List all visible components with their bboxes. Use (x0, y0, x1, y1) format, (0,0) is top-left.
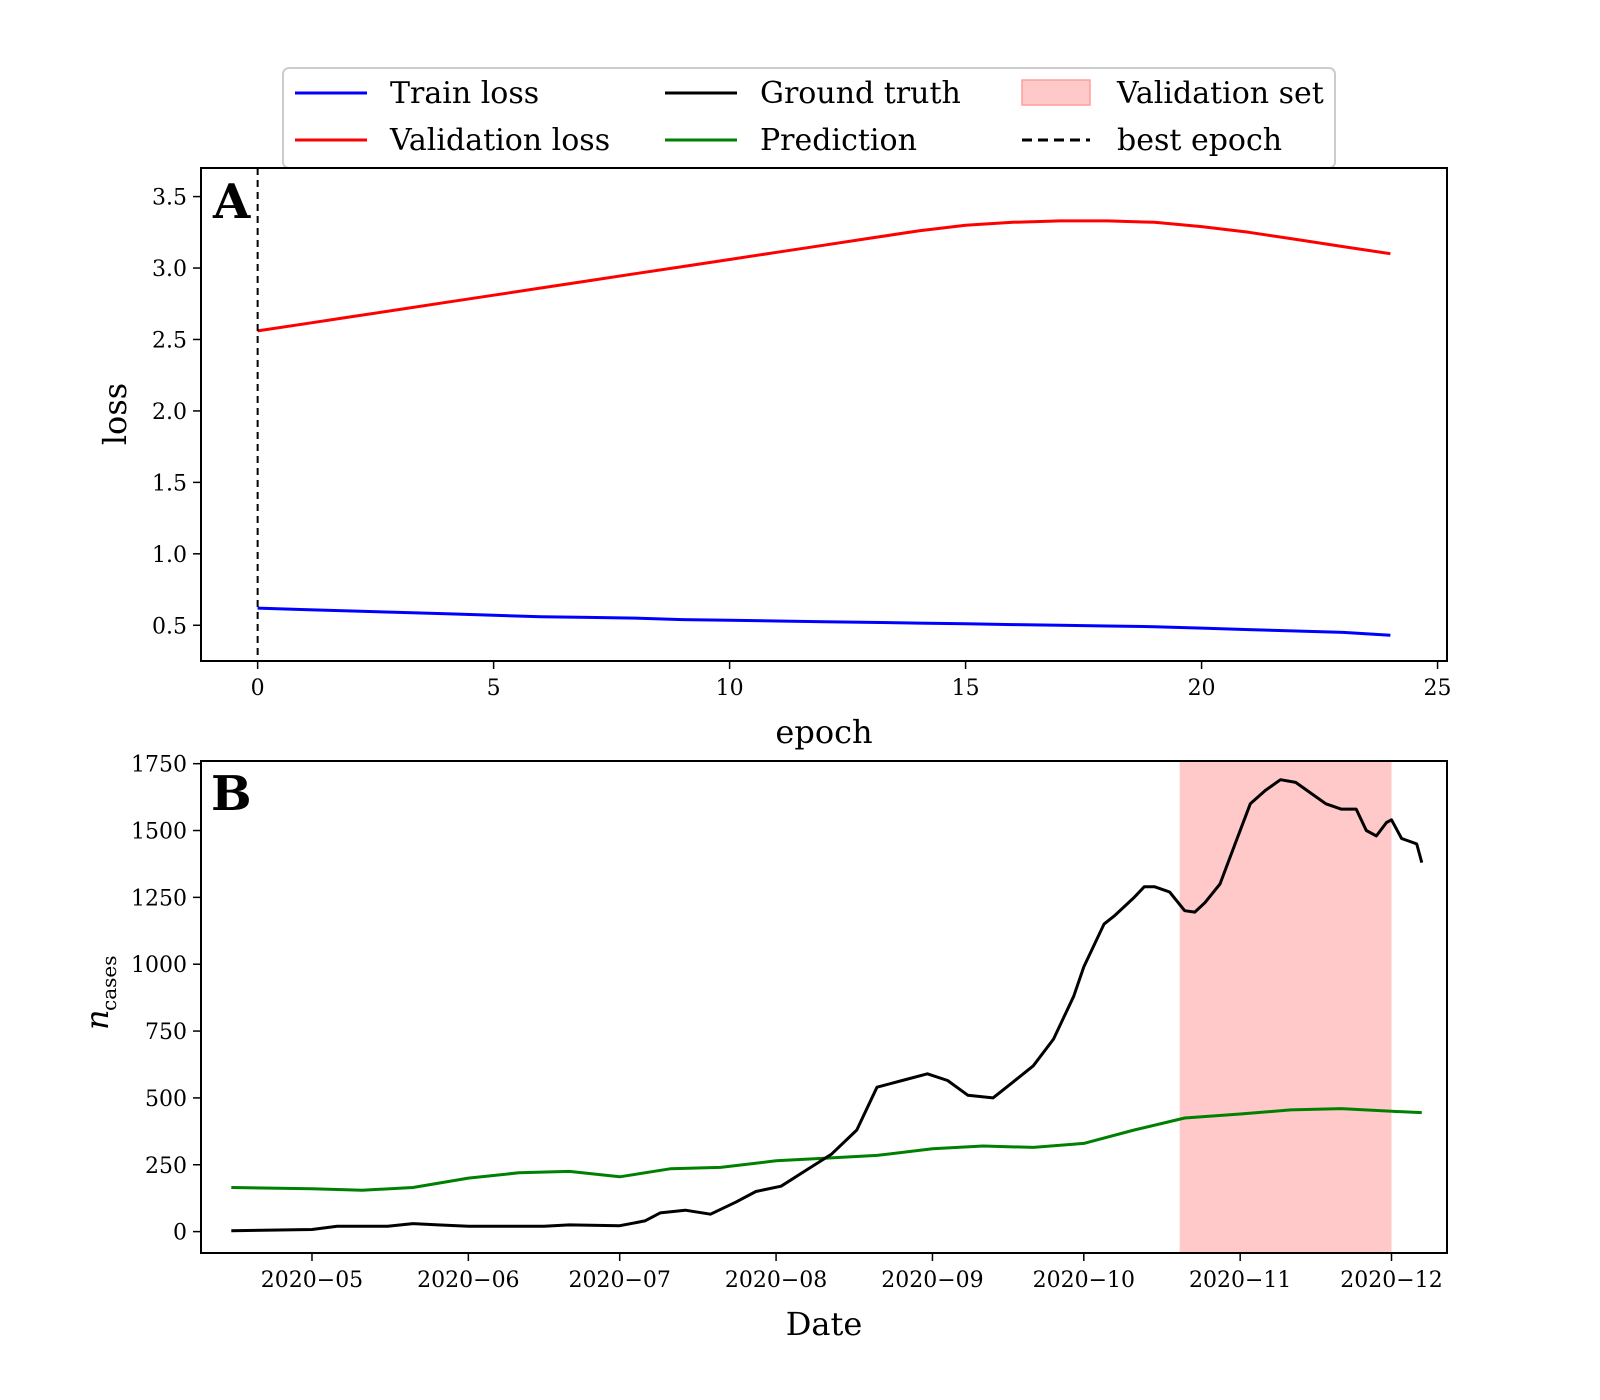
panel-b-xtick-label: 2020−07 (568, 1268, 670, 1293)
panel-a-ytick-label: 3.5 (152, 186, 187, 211)
legend: Train loss Validation loss Ground truth … (282, 67, 1336, 169)
panel-b-ytick-label: 1500 (131, 820, 187, 845)
legend-label-validation-loss: Validation loss (389, 123, 610, 158)
panel-b-xtick-label: 2020−09 (881, 1268, 983, 1293)
legend-label-best-epoch: best epoch (1117, 123, 1282, 158)
panel-a-xtick-label: 10 (716, 676, 744, 701)
panel-a-ticks: 0 5 10 15 20 25 0.5 1.0 1.5 2.0 2.5 3.0 3.5 (152, 186, 1452, 701)
legend-label-prediction: Prediction (760, 123, 917, 158)
panel-a-xtick-label: 0 (251, 676, 265, 701)
panel-b-ylabel-sub: cases (97, 956, 121, 1012)
panel-a-xtick-label: 5 (487, 676, 501, 701)
panel-a-ytick-label: 3.0 (152, 257, 187, 282)
panel-a-ytick-label: 1.0 (152, 543, 187, 568)
panel-a-letter: A (212, 174, 251, 230)
legend-label-train-loss: Train loss (390, 76, 539, 111)
panel-a-xtick-label: 25 (1424, 676, 1452, 701)
panel-a-ytick-label: 0.5 (152, 614, 187, 639)
panel-b-series-prediction (231, 1107, 1422, 1192)
panel-b-letter: B (211, 766, 252, 822)
panel-a-xtick-label: 15 (952, 676, 980, 701)
panel-b-xtick-label: 2020−08 (725, 1268, 827, 1293)
panel-b-ytick-label: 1000 (131, 953, 187, 978)
legend-swatch-validation-set (1021, 79, 1091, 106)
panel-b-xlabel: Date (786, 1305, 863, 1343)
panel-a-series-validation-loss (257, 219, 1391, 333)
panel-b-ytick-label: 1250 (131, 886, 187, 911)
panel-a-ylabel: loss (96, 383, 134, 445)
panel-b-frame (200, 760, 1448, 1254)
panel-b-ytick-label: 250 (145, 1154, 187, 1179)
panel-a-ytick-label: 1.5 (152, 471, 187, 496)
panel-b-ytick-label: 500 (145, 1087, 187, 1112)
legend-label-ground-truth: Ground truth (760, 76, 961, 111)
panel-b-xtick-label: 2020−10 (1033, 1268, 1135, 1293)
panel-b-ylabel-main: n (78, 1009, 116, 1030)
panel-b-ytick-label: 750 (145, 1020, 187, 1045)
panel-a-plot-area (256, 168, 1391, 661)
panel-a-xlabel: epoch (775, 713, 872, 751)
panel-a-ytick-label: 2.0 (152, 400, 187, 425)
panel-b-ytick-label: 1750 (131, 753, 187, 778)
panel-b-xtick-label: 2020−11 (1189, 1268, 1291, 1293)
legend-label-validation-set: Validation set (1116, 76, 1324, 111)
panel-b-series-ground-truth (231, 778, 1424, 1233)
panel-b-xtick-label: 2020−05 (261, 1268, 363, 1293)
panel-b-validation-span (1179, 761, 1392, 1253)
panel-a-ytick-label: 2.5 (152, 328, 187, 353)
panel-b-ticks: 2020−05 2020−06 2020−07 2020−08 2020−09 2020−… (131, 753, 1443, 1293)
panel-b-xtick-label: 2020−12 (1340, 1268, 1442, 1293)
panel-b-plot-area (231, 761, 1424, 1253)
panel-b-ylabel: n cases (78, 956, 121, 1031)
panel-b-cases-chart: 2020−05 2020−06 2020−07 2020−08 2020−09 2020−… (78, 753, 1448, 1343)
panel-a-frame (200, 167, 1448, 662)
panel-b-ytick-label: 0 (173, 1221, 187, 1246)
panel-b-xtick-label: 2020−06 (417, 1268, 519, 1293)
panel-a-loss-chart: 0 5 10 15 20 250.51.01.52.02.53.03.5 A epoch … (96, 167, 1452, 751)
panel-a-series-train-loss (257, 606, 1391, 637)
panel-a-xtick-label: 20 (1188, 676, 1216, 701)
